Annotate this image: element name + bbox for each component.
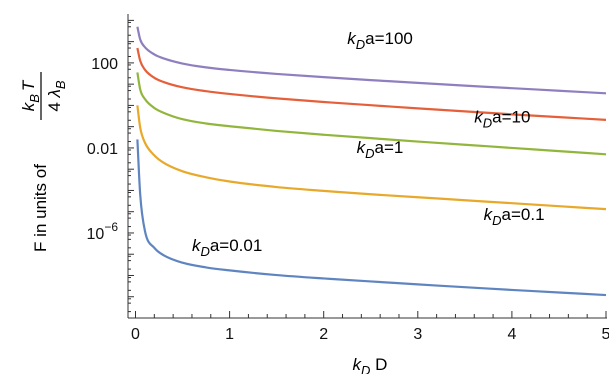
series-line-4: [136, 105, 607, 211]
y-tick-label: 100: [91, 56, 118, 73]
y-axis-label-numerator: kBT: [19, 79, 42, 111]
series-label-5: kDa=0.01: [192, 236, 262, 259]
series-label-3: kDa=1: [357, 138, 404, 161]
x-tick-label: 2: [319, 326, 328, 343]
x-tick-label: 0: [131, 326, 140, 343]
x-tick-label: 1: [225, 326, 234, 343]
series-label-2: kDa=10: [474, 107, 530, 130]
x-tick-label: 5: [602, 326, 609, 343]
y-axis-label-prefix: F in units of: [31, 164, 50, 252]
y-tick-label: 10−6: [87, 220, 119, 243]
x-tick-label: 3: [413, 326, 422, 343]
chart-series: [136, 26, 607, 297]
y-axis-label-denominator: 4 λB: [45, 80, 68, 112]
x-tick-label: 4: [507, 326, 516, 343]
series-line-2: [136, 47, 607, 121]
series-line-5: [136, 139, 607, 297]
series-label-4: kDa=0.1: [484, 205, 545, 228]
chart-curve-labels: kDa=100 kDa=10 kDa=1 kDa=0.1 kDa=0.01: [192, 29, 545, 259]
series-label-1: kDa=100: [347, 29, 413, 52]
y-tick-label: 0.01: [87, 141, 118, 158]
x-axis-label: kD D: [353, 355, 388, 374]
series-line-1: [136, 26, 607, 95]
series-line-3: [136, 72, 607, 156]
